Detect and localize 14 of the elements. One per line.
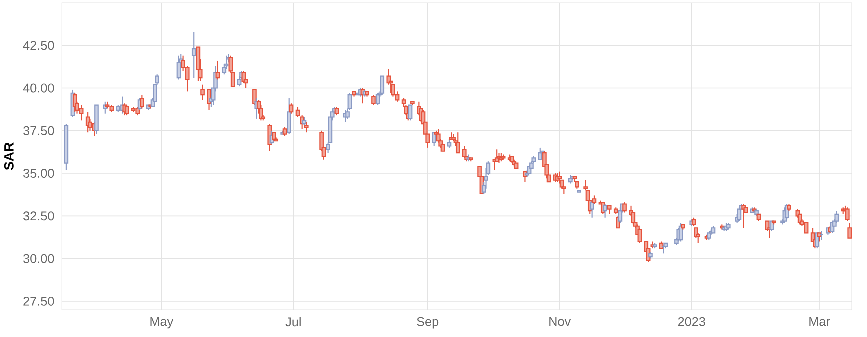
- x-tick-label: 2023: [678, 317, 706, 326]
- x-tick-label: Sep: [417, 317, 439, 329]
- y-tick-label: 42.50: [23, 41, 54, 50]
- y-tick-label: 37.50: [24, 126, 54, 136]
- y-tick-label: 40.00: [23, 84, 54, 93]
- y-tick-label: 35.00: [24, 169, 54, 178]
- y-axis-title: SAR: [4, 142, 14, 170]
- x-tick-label: Jul: [286, 317, 301, 327]
- x-tick-label: Mar: [810, 317, 830, 326]
- y-tick-label: 32.50: [24, 212, 54, 221]
- y-tick-label: 27.50: [24, 296, 54, 306]
- x-tick-label: May: [150, 317, 174, 329]
- y-tick-label: 30.00: [24, 254, 54, 264]
- x-tick-label: Nov: [550, 317, 572, 326]
